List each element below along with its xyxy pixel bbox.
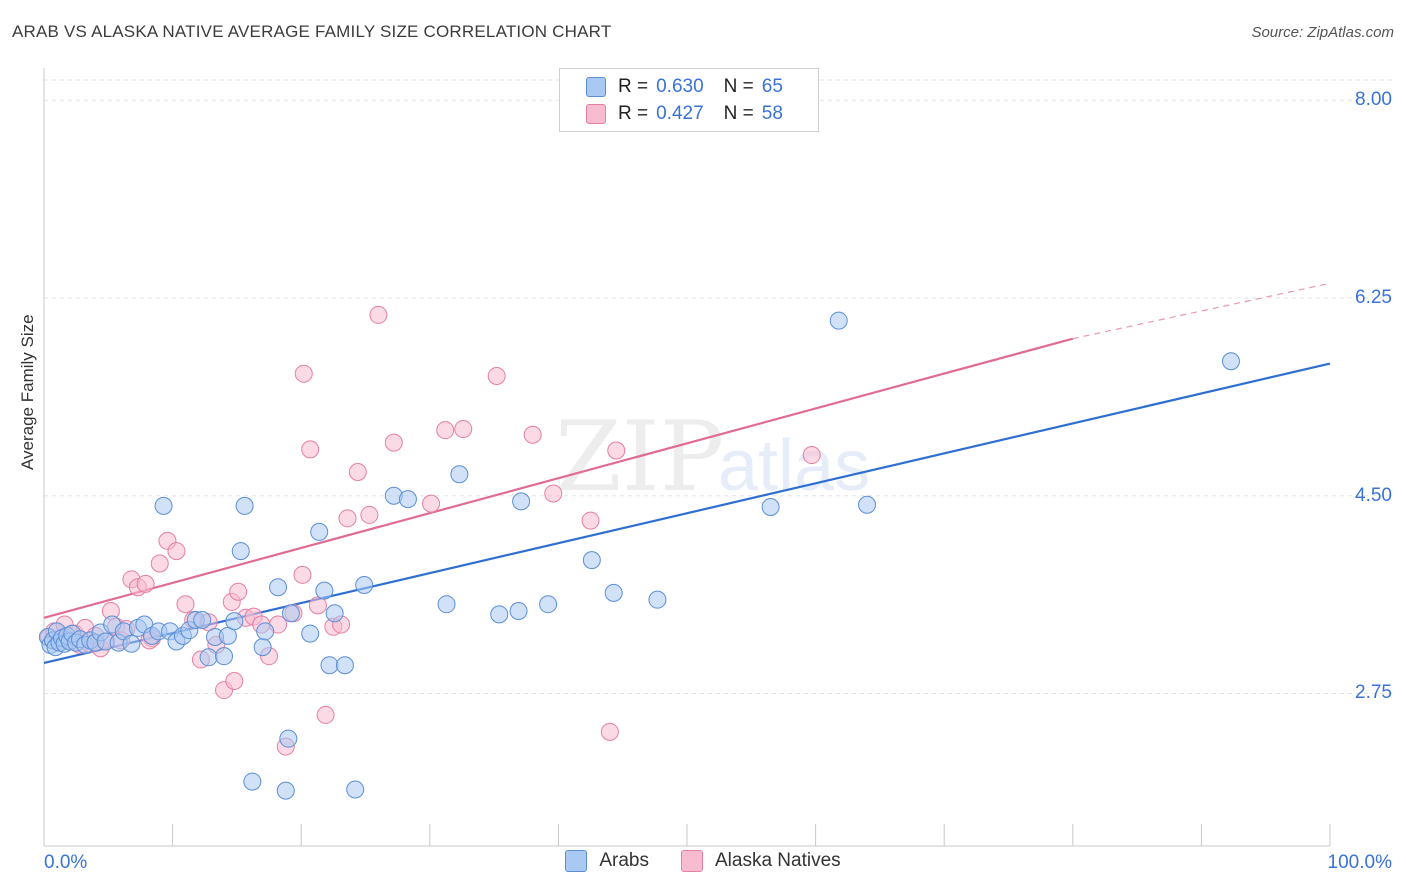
natives-point [301, 440, 320, 459]
r-label: R = [618, 76, 649, 97]
natives-point [581, 511, 600, 530]
arabs-point [199, 648, 218, 667]
arabs-point [281, 604, 300, 623]
arabs-point [301, 624, 320, 643]
arabs-point [761, 498, 780, 517]
arabs-point [276, 781, 295, 800]
x-tick-label-max: 100.0% [1327, 852, 1392, 873]
natives-point [229, 582, 248, 601]
axes [43, 68, 1331, 847]
natives-point [454, 420, 473, 439]
y-tick-label: 8.00 [1355, 89, 1392, 111]
arabs-point [490, 605, 509, 624]
natives-point [293, 565, 312, 584]
natives-point [294, 364, 313, 383]
legend-item-arabs[interactable]: Arabs [565, 850, 649, 872]
series-legend: Arabs Alaska Natives [0, 850, 1406, 872]
n-label: N = [723, 76, 754, 97]
arabs-point [346, 780, 365, 799]
arabs-point [154, 496, 173, 515]
natives-point [150, 554, 169, 573]
y-tick-label: 4.50 [1355, 484, 1392, 506]
n-value: 65 [761, 76, 783, 97]
legend-row-arabs: R = 0.630 N = 65 [586, 75, 783, 99]
n-label: N = [723, 103, 754, 124]
n-value: 58 [761, 103, 783, 124]
y-tick-label: 6.25 [1355, 286, 1392, 308]
arabs-point [509, 601, 528, 620]
chart-title: ARAB VS ALASKA NATIVE AVERAGE FAMILY SIZ… [12, 22, 612, 41]
y-tick-label: 2.75 [1355, 682, 1392, 704]
arabs-point [231, 542, 250, 561]
natives-point [225, 672, 244, 691]
arabs-point [604, 583, 623, 602]
natives-point [136, 574, 155, 593]
natives-trend-extension [1072, 282, 1331, 340]
arabs-point [253, 638, 272, 657]
natives-point [176, 595, 195, 614]
arabs-point [829, 311, 848, 330]
arabs-point [256, 622, 275, 641]
natives-point [544, 484, 563, 503]
natives-point [360, 505, 379, 524]
arabs-point [215, 647, 234, 666]
arabs-point [235, 496, 254, 515]
arabs-point [269, 578, 288, 597]
arabs-point [315, 581, 334, 600]
arabs-point [193, 611, 212, 630]
watermark-atlas: atlas [718, 426, 870, 506]
arabs-swatch [565, 850, 588, 872]
natives-point [422, 494, 441, 513]
stats-legend: R = 0.630 N = 65 R = 0.427 N = 58 [559, 68, 819, 132]
natives-point [167, 542, 186, 561]
natives-trend-line [43, 337, 1074, 619]
natives-point [369, 305, 388, 324]
arabs-point [320, 656, 339, 675]
arabs-point [122, 634, 141, 653]
arabs-point [1221, 352, 1240, 371]
arabs-point [335, 656, 354, 675]
natives-point [338, 509, 357, 528]
arabs-swatch [586, 77, 606, 97]
natives-swatch [586, 104, 606, 124]
legend-label: Alaska Natives [714, 850, 841, 871]
arabs-point [437, 595, 456, 614]
arabs-point [539, 595, 558, 614]
r-value: 0.427 [656, 103, 704, 124]
arabs-point [512, 492, 531, 511]
r-value: 0.630 [656, 76, 704, 97]
arabs-point [582, 551, 601, 570]
arabs-point [325, 604, 344, 623]
natives-point [384, 433, 403, 452]
natives-swatch [680, 850, 703, 872]
arabs-point [648, 590, 667, 609]
legend-row-natives: R = 0.427 N = 58 [586, 102, 783, 126]
natives-point [802, 446, 821, 465]
y-axis-label: Average Family Size [18, 314, 37, 470]
natives-point [487, 366, 506, 385]
natives-point [607, 441, 626, 460]
natives-point [523, 425, 542, 444]
arabs-point [858, 495, 877, 514]
arabs-point [243, 772, 262, 791]
legend-item-natives[interactable]: Alaska Natives [680, 850, 841, 872]
natives-point [316, 705, 335, 724]
arabs-point [355, 575, 374, 594]
x-tick-label-min: 0.0% [44, 852, 88, 873]
grid-lines [44, 79, 1395, 694]
legend-label: Arabs [599, 850, 649, 871]
source-label: Source: ZipAtlas.com [1251, 24, 1394, 41]
natives-point [600, 722, 619, 741]
arabs-point [279, 729, 298, 748]
arabs-point [310, 522, 329, 541]
data-points [38, 305, 1240, 800]
arabs-point [225, 612, 244, 631]
natives-point [348, 462, 367, 481]
arabs-point [398, 490, 417, 509]
natives-point [436, 421, 455, 440]
r-label: R = [618, 103, 649, 124]
arabs-point [450, 465, 469, 484]
